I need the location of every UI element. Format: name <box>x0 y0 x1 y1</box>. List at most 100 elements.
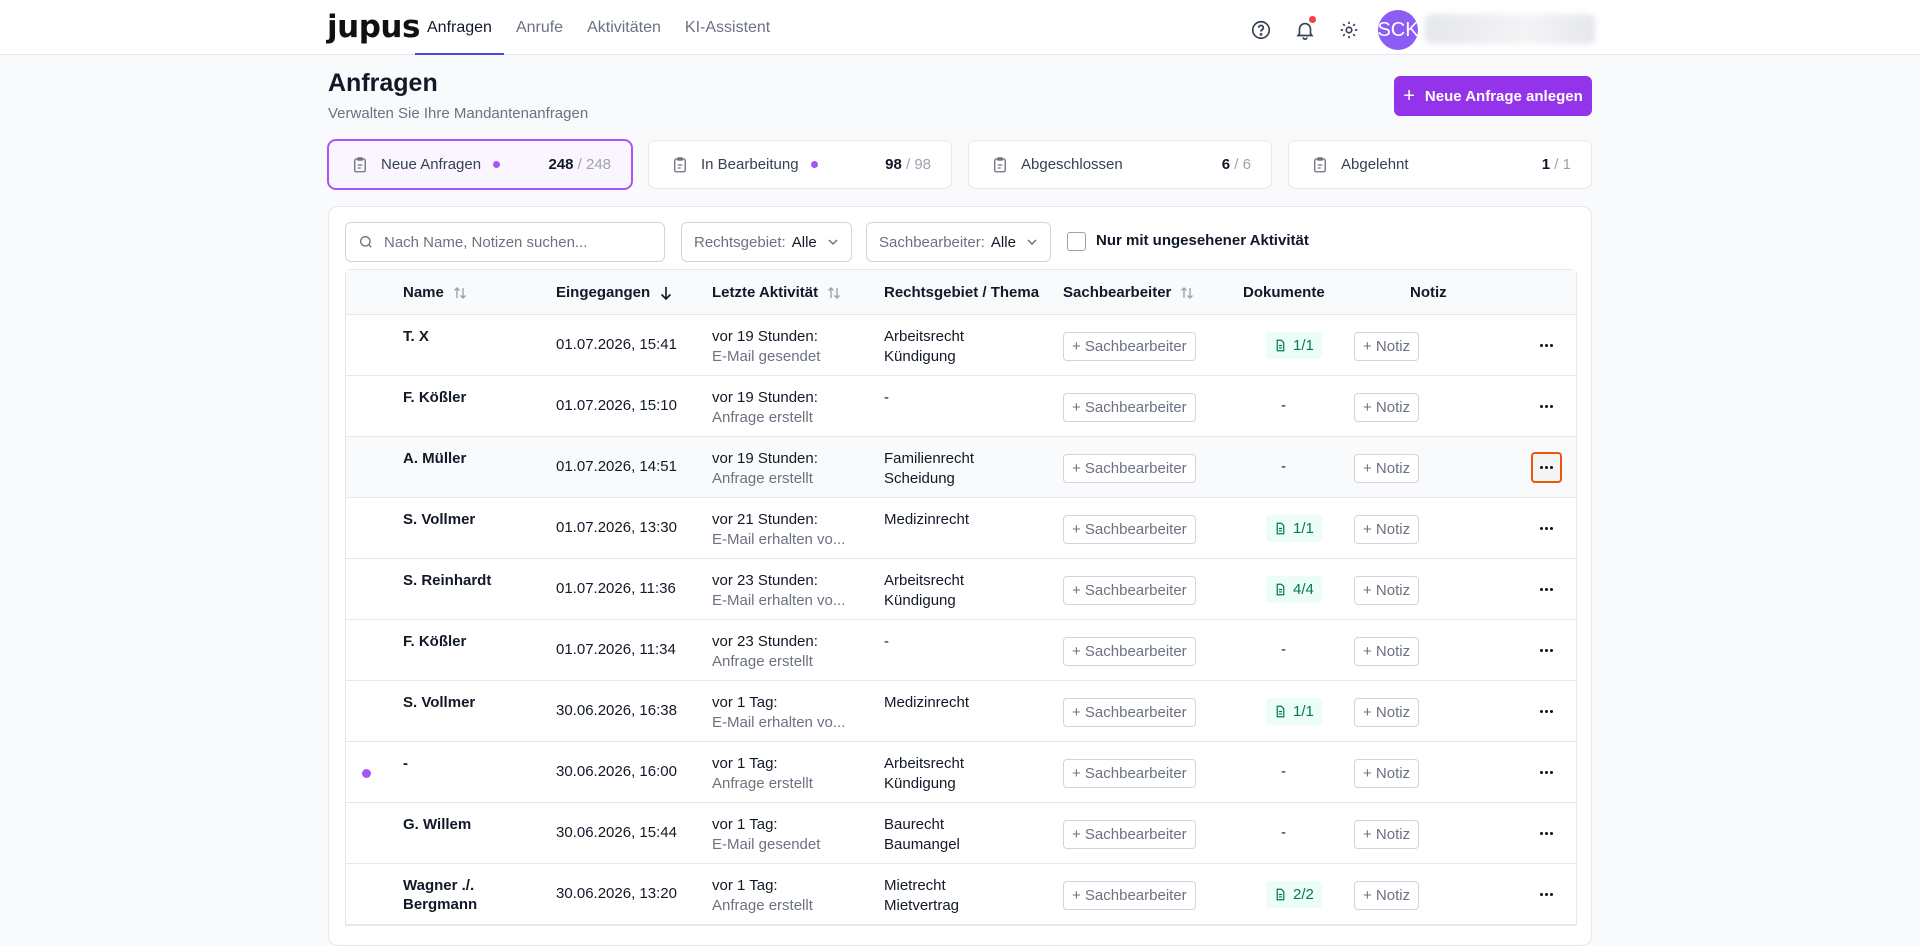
search-input[interactable] <box>384 233 654 251</box>
activity-description: Anfrage erstellt <box>712 409 813 426</box>
table-row[interactable]: S. Reinhardt 01.07.2026, 11:36 vor 23 Stun… <box>346 559 1576 620</box>
row-name[interactable]: A. Müller <box>403 450 467 467</box>
chevron-down-icon <box>1027 239 1037 246</box>
row-name[interactable]: S. Reinhardt <box>403 572 492 589</box>
assign-clerk-button[interactable]: + Sachbearbeiter <box>1063 637 1196 666</box>
assign-clerk-button[interactable]: + Sachbearbeiter <box>1063 393 1196 422</box>
unseen-activity-checkbox[interactable] <box>1067 232 1086 251</box>
table-body: T. X 01.07.2026, 15:41 vor 19 Stunden: E-Ma… <box>346 315 1576 925</box>
more-actions-button[interactable] <box>1531 391 1562 422</box>
row-name[interactable]: S. Vollmer <box>403 511 476 528</box>
row-name[interactable]: G. Willem <box>403 816 472 833</box>
documents-empty: - <box>1281 641 1286 658</box>
more-actions-button[interactable] <box>1531 635 1562 666</box>
user-avatar[interactable]: SCK <box>1377 10 1419 50</box>
table-row[interactable]: F. Kößler 01.07.2026, 11:34 vor 23 Stunden… <box>346 620 1576 681</box>
status-card[interactable]: In Bearbeitung 98 / 98 <box>648 140 952 189</box>
column-header-aktivitaet[interactable]: Letzte Aktivität <box>712 270 842 315</box>
status-card-label: Abgeschlossen <box>1021 156 1123 173</box>
add-note-button[interactable]: + Notiz <box>1354 759 1420 788</box>
add-note-button[interactable]: + Notiz <box>1354 393 1420 422</box>
add-note-button[interactable]: + Notiz <box>1354 515 1420 544</box>
assign-clerk-button[interactable]: + Sachbearbeiter <box>1063 881 1196 910</box>
nav-item-anfragen[interactable]: Anfragen <box>415 0 504 55</box>
table-row[interactable]: G. Willem 30.06.2026, 15:44 vor 1 Tag: E-Ma… <box>346 803 1576 864</box>
add-note-button[interactable]: + Notiz <box>1354 820 1420 849</box>
assign-clerk-button[interactable]: + Sachbearbeiter <box>1063 576 1196 605</box>
more-actions-button[interactable] <box>1531 513 1562 544</box>
table-row[interactable]: S. Vollmer 01.07.2026, 13:30 vor 21 Stunde… <box>346 498 1576 559</box>
documents-badge[interactable]: 4/4 <box>1266 576 1322 603</box>
new-request-button[interactable]: + Neue Anfrage anlegen <box>1394 76 1592 116</box>
table-row[interactable]: - 30.06.2026, 16:00 vor 1 Tag: Anfrage erst… <box>346 742 1576 803</box>
gear-icon[interactable] <box>1334 13 1364 47</box>
documents-empty: - <box>1281 397 1286 414</box>
assign-clerk-button[interactable]: + Sachbearbeiter <box>1063 332 1196 361</box>
nav-item-aktivitaeten[interactable]: Aktivitäten <box>587 19 661 36</box>
activity-description: E-Mail gesendet <box>712 348 821 365</box>
more-actions-button[interactable] <box>1531 574 1562 605</box>
documents-badge[interactable]: 2/2 <box>1266 881 1322 908</box>
status-card[interactable]: Abgelehnt 1 / 1 <box>1288 140 1592 189</box>
activity-description: Anfrage erstellt <box>712 897 813 914</box>
column-header-name[interactable]: Name <box>403 270 468 315</box>
nav-item-ki-assistent[interactable]: KI-Assistent <box>684 19 771 36</box>
ellipsis-icon <box>1540 832 1553 835</box>
add-note-button[interactable]: + Notiz <box>1354 576 1420 605</box>
documents-badge[interactable]: 1/1 <box>1266 698 1322 725</box>
row-name[interactable]: Wagner ./. Bergmann <box>403 877 478 913</box>
row-name[interactable]: - <box>403 755 408 772</box>
more-actions-button[interactable] <box>1531 696 1562 727</box>
table-row[interactable]: A. Müller 01.07.2026, 14:51 vor 19 Stunden… <box>346 437 1576 498</box>
status-card-label: Abgelehnt <box>1341 156 1409 173</box>
search-box[interactable] <box>345 222 665 262</box>
more-actions-button[interactable] <box>1531 879 1562 910</box>
table-row[interactable]: T. X 01.07.2026, 15:41 vor 19 Stunden: E-Ma… <box>346 315 1576 376</box>
user-info-blurred[interactable] <box>1425 14 1595 44</box>
assign-clerk-button[interactable]: + Sachbearbeiter <box>1063 454 1196 483</box>
help-icon[interactable] <box>1246 13 1276 47</box>
assign-clerk-button[interactable]: + Sachbearbeiter <box>1063 759 1196 788</box>
activity-time: vor 1 Tag: <box>712 877 778 894</box>
activity-description: E-Mail erhalten vo... <box>712 714 846 731</box>
new-request-label: Neue Anfrage anlegen <box>1424 87 1583 105</box>
bell-icon[interactable] <box>1290 13 1320 47</box>
row-received-date: 30.06.2026, 16:00 <box>556 763 677 780</box>
row-name[interactable]: S. Vollmer <box>403 694 476 711</box>
table-row[interactable]: F. Kößler 01.07.2026, 15:10 vor 19 Stunden… <box>346 376 1576 437</box>
add-note-button[interactable]: + Notiz <box>1354 454 1420 483</box>
assign-clerk-button[interactable]: + Sachbearbeiter <box>1063 820 1196 849</box>
nav-item-anrufe[interactable]: Anrufe <box>515 19 564 36</box>
row-name[interactable]: T. X <box>403 328 429 345</box>
rechtsgebiet-filter-label: Rechtsgebiet: <box>694 233 786 251</box>
rechtsgebiet-filter[interactable]: Rechtsgebiet: Alle <box>681 222 852 262</box>
sort-icon <box>453 286 466 299</box>
status-card[interactable]: Neue Anfragen 248 / 248 <box>328 140 632 189</box>
more-actions-button[interactable] <box>1531 818 1562 849</box>
more-actions-button[interactable] <box>1531 452 1562 483</box>
add-note-button[interactable]: + Notiz <box>1354 881 1420 910</box>
documents-badge[interactable]: 1/1 <box>1266 332 1322 359</box>
documents-badge[interactable]: 1/1 <box>1266 515 1322 542</box>
column-header-eingegangen[interactable]: Eingegangen <box>556 270 674 315</box>
rechtsgebiet-filter-value: Alle <box>791 233 817 251</box>
table-row[interactable]: Wagner ./. Bergmann 30.06.2026, 13:20 vor … <box>346 864 1576 925</box>
add-note-button[interactable]: + Notiz <box>1354 332 1420 361</box>
table-row[interactable]: S. Vollmer 30.06.2026, 16:38 vor 1 Tag: E-M… <box>346 681 1576 742</box>
activity-time: vor 23 Stunden: <box>712 572 818 589</box>
status-card-count: 6 / 6 <box>1222 156 1251 173</box>
status-card[interactable]: Abgeschlossen 6 / 6 <box>968 140 1272 189</box>
app-logo[interactable]: jupus <box>327 9 420 45</box>
add-note-button[interactable]: + Notiz <box>1354 637 1420 666</box>
unread-indicator <box>362 769 371 778</box>
sachbearbeiter-filter[interactable]: Sachbearbeiter: Alle <box>866 222 1051 262</box>
add-note-button[interactable]: + Notiz <box>1354 698 1420 727</box>
column-header-sachbearbeiter[interactable]: Sachbearbeiter <box>1063 270 1195 315</box>
ellipsis-icon <box>1540 405 1553 408</box>
row-name[interactable]: F. Kößler <box>403 389 467 406</box>
assign-clerk-button[interactable]: + Sachbearbeiter <box>1063 698 1196 727</box>
more-actions-button[interactable] <box>1531 330 1562 361</box>
assign-clerk-button[interactable]: + Sachbearbeiter <box>1063 515 1196 544</box>
row-name[interactable]: F. Kößler <box>403 633 467 650</box>
more-actions-button[interactable] <box>1531 757 1562 788</box>
